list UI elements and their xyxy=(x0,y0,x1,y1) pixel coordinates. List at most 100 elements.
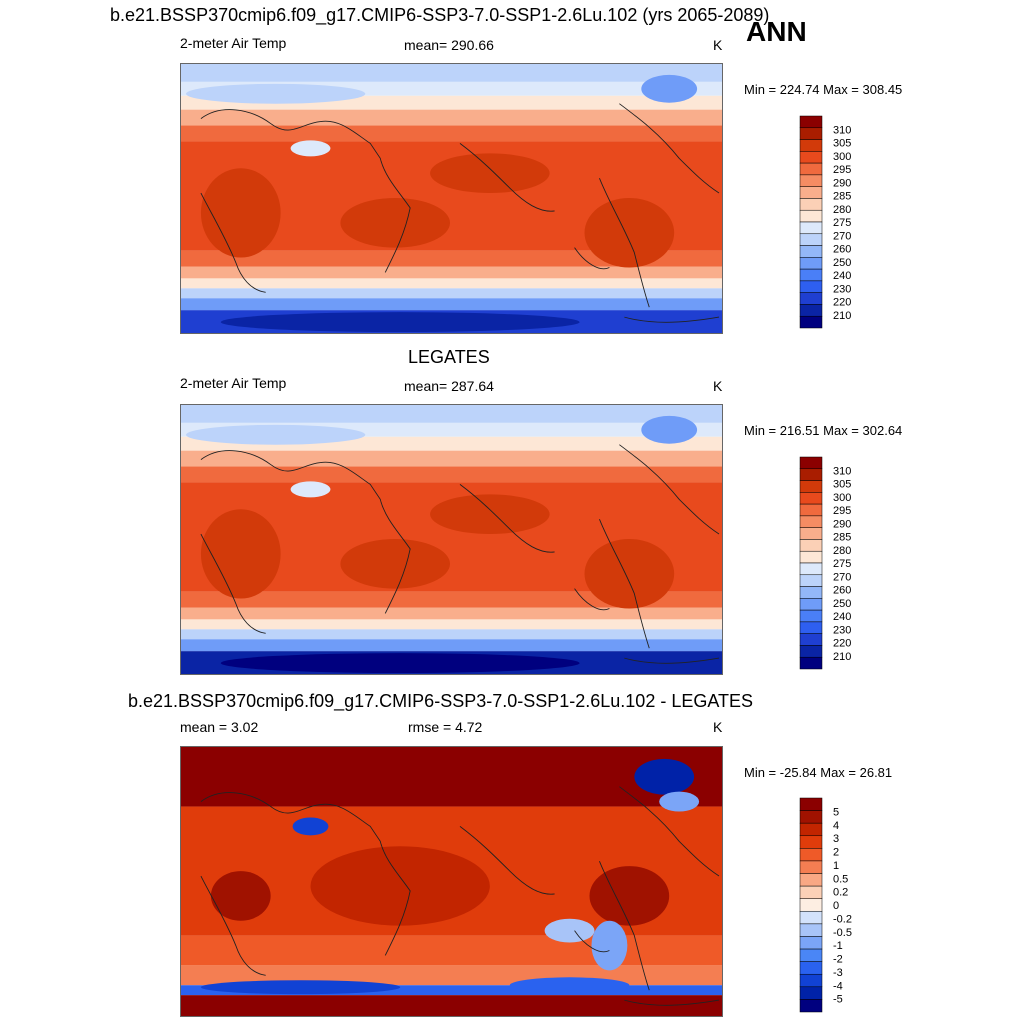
colorbar-swatch xyxy=(799,315,823,329)
field-region xyxy=(200,980,401,995)
field-region xyxy=(220,653,580,674)
colorbar-swatch xyxy=(799,280,823,293)
colorbar-tick-label: 0.5 xyxy=(833,873,848,885)
field-band xyxy=(181,298,722,311)
colorbar-swatch xyxy=(799,885,823,899)
field-region xyxy=(509,977,630,994)
colorbar-swatch xyxy=(799,609,823,623)
colorbar-swatch xyxy=(799,245,823,258)
colorbar-tick-label: -1 xyxy=(833,940,843,952)
colorbar-swatch xyxy=(799,186,823,199)
colorbar-tick-label: 230 xyxy=(833,283,851,295)
field-region xyxy=(641,74,698,103)
colorbar-swatch xyxy=(799,948,823,962)
colorbar-swatch xyxy=(799,151,823,164)
colorbar-swatch xyxy=(799,503,823,517)
coastline xyxy=(200,792,411,956)
colorbar-swatch xyxy=(799,468,823,481)
colorbar-tick-label: 0 xyxy=(833,900,839,912)
panel3-rmse: rmse = 4.72 xyxy=(408,719,483,735)
panel2-colorbar: 310 305 300 295 290 285 280 275 270 260 250 240 230 2… xyxy=(799,456,880,674)
colorbar-tick-label: 270 xyxy=(833,230,851,242)
colorbar-swatch xyxy=(799,645,823,658)
coastline xyxy=(619,444,720,535)
coastline xyxy=(200,875,266,976)
field-region xyxy=(340,198,451,248)
colorbar-swatch xyxy=(799,233,823,246)
colorbar-tick-label: 230 xyxy=(833,624,851,636)
colorbar-swatch xyxy=(799,562,823,576)
panel3-colorbar: 5 4 3 2 1 0.5 0.2 0 -0.2 -0.5 -1 -2 -3 -4 -5 xyxy=(799,797,880,1017)
field-band xyxy=(181,619,722,630)
coastline xyxy=(200,450,411,614)
colorbar-tick-label: 285 xyxy=(833,532,851,544)
panel2-variable: 2-meter Air Temp xyxy=(180,375,287,391)
colorbar-swatch xyxy=(799,797,823,811)
coastline xyxy=(599,518,650,649)
colorbar-tick-label: -4 xyxy=(833,980,843,992)
colorbar-swatch xyxy=(799,268,823,282)
colorbar-tick-label: -0.2 xyxy=(833,913,852,925)
panel3-map xyxy=(180,746,723,1017)
colorbar-swatch xyxy=(799,936,823,950)
colorbar-swatch xyxy=(799,986,823,1000)
field-band xyxy=(181,466,722,483)
colorbar-tick-label: 3 xyxy=(833,833,839,845)
colorbar-tick-label: 275 xyxy=(833,217,851,229)
colorbar-tick-label: 290 xyxy=(833,177,851,189)
colorbar-tick-label: 305 xyxy=(833,479,851,491)
panel2-minmax: Min = 216.51 Max = 302.64 xyxy=(744,423,903,438)
field-band xyxy=(181,266,722,279)
colorbar-swatch xyxy=(799,621,823,634)
field-region xyxy=(589,866,670,926)
colorbar-swatch xyxy=(799,292,823,305)
colorbar-swatch xyxy=(799,456,823,470)
colorbar-swatch xyxy=(799,923,823,937)
coastline xyxy=(624,316,720,323)
panel3-units: K xyxy=(713,719,723,735)
colorbar-swatch xyxy=(799,848,823,862)
colorbar-swatch xyxy=(799,598,823,611)
field-region xyxy=(185,424,366,445)
field-region xyxy=(634,758,695,795)
colorbar-tick-label: 275 xyxy=(833,558,851,570)
coastline xyxy=(200,533,266,634)
panel1-variable: 2-meter Air Temp xyxy=(180,35,287,51)
field-region xyxy=(220,312,580,333)
colorbar-swatch xyxy=(799,586,823,599)
colorbar-tick-label: 270 xyxy=(833,571,851,583)
colorbar-tick-label: 220 xyxy=(833,638,851,650)
field-band xyxy=(181,405,722,423)
field-region xyxy=(591,920,628,971)
colorbar-tick-label: 280 xyxy=(833,545,851,557)
colorbar-swatch xyxy=(799,835,823,849)
colorbar-swatch xyxy=(799,873,823,887)
colorbar-tick-label: 285 xyxy=(833,191,851,203)
field-band xyxy=(181,629,722,640)
coastline xyxy=(624,999,720,1006)
colorbar-tick-label: 2 xyxy=(833,847,839,859)
field-band xyxy=(181,985,722,996)
colorbar-swatch xyxy=(799,898,823,912)
field-band xyxy=(181,278,722,289)
panel3-minmax: Min = -25.84 Max = 26.81 xyxy=(744,765,893,780)
season-label: ANN xyxy=(746,16,807,47)
field-region xyxy=(641,415,698,444)
colorbar-swatch xyxy=(799,304,823,317)
colorbar-tick-label: 250 xyxy=(833,257,851,269)
field-band xyxy=(181,591,722,608)
panel1-mean: mean= 290.66 xyxy=(404,37,494,53)
colorbar-tick-label: 5 xyxy=(833,806,839,818)
coastline xyxy=(619,103,720,194)
field-region xyxy=(659,791,700,812)
colorbar-swatch xyxy=(799,999,823,1013)
colorbar-swatch xyxy=(799,492,823,505)
colorbar-swatch xyxy=(799,515,823,528)
colorbar-swatch xyxy=(799,911,823,925)
field-region xyxy=(310,846,490,926)
colorbar-tick-label: 250 xyxy=(833,598,851,610)
colorbar-tick-label: 310 xyxy=(833,465,851,477)
colorbar-tick-label: 295 xyxy=(833,505,851,517)
colorbar-tick-label: 290 xyxy=(833,518,851,530)
field-band xyxy=(181,109,722,126)
